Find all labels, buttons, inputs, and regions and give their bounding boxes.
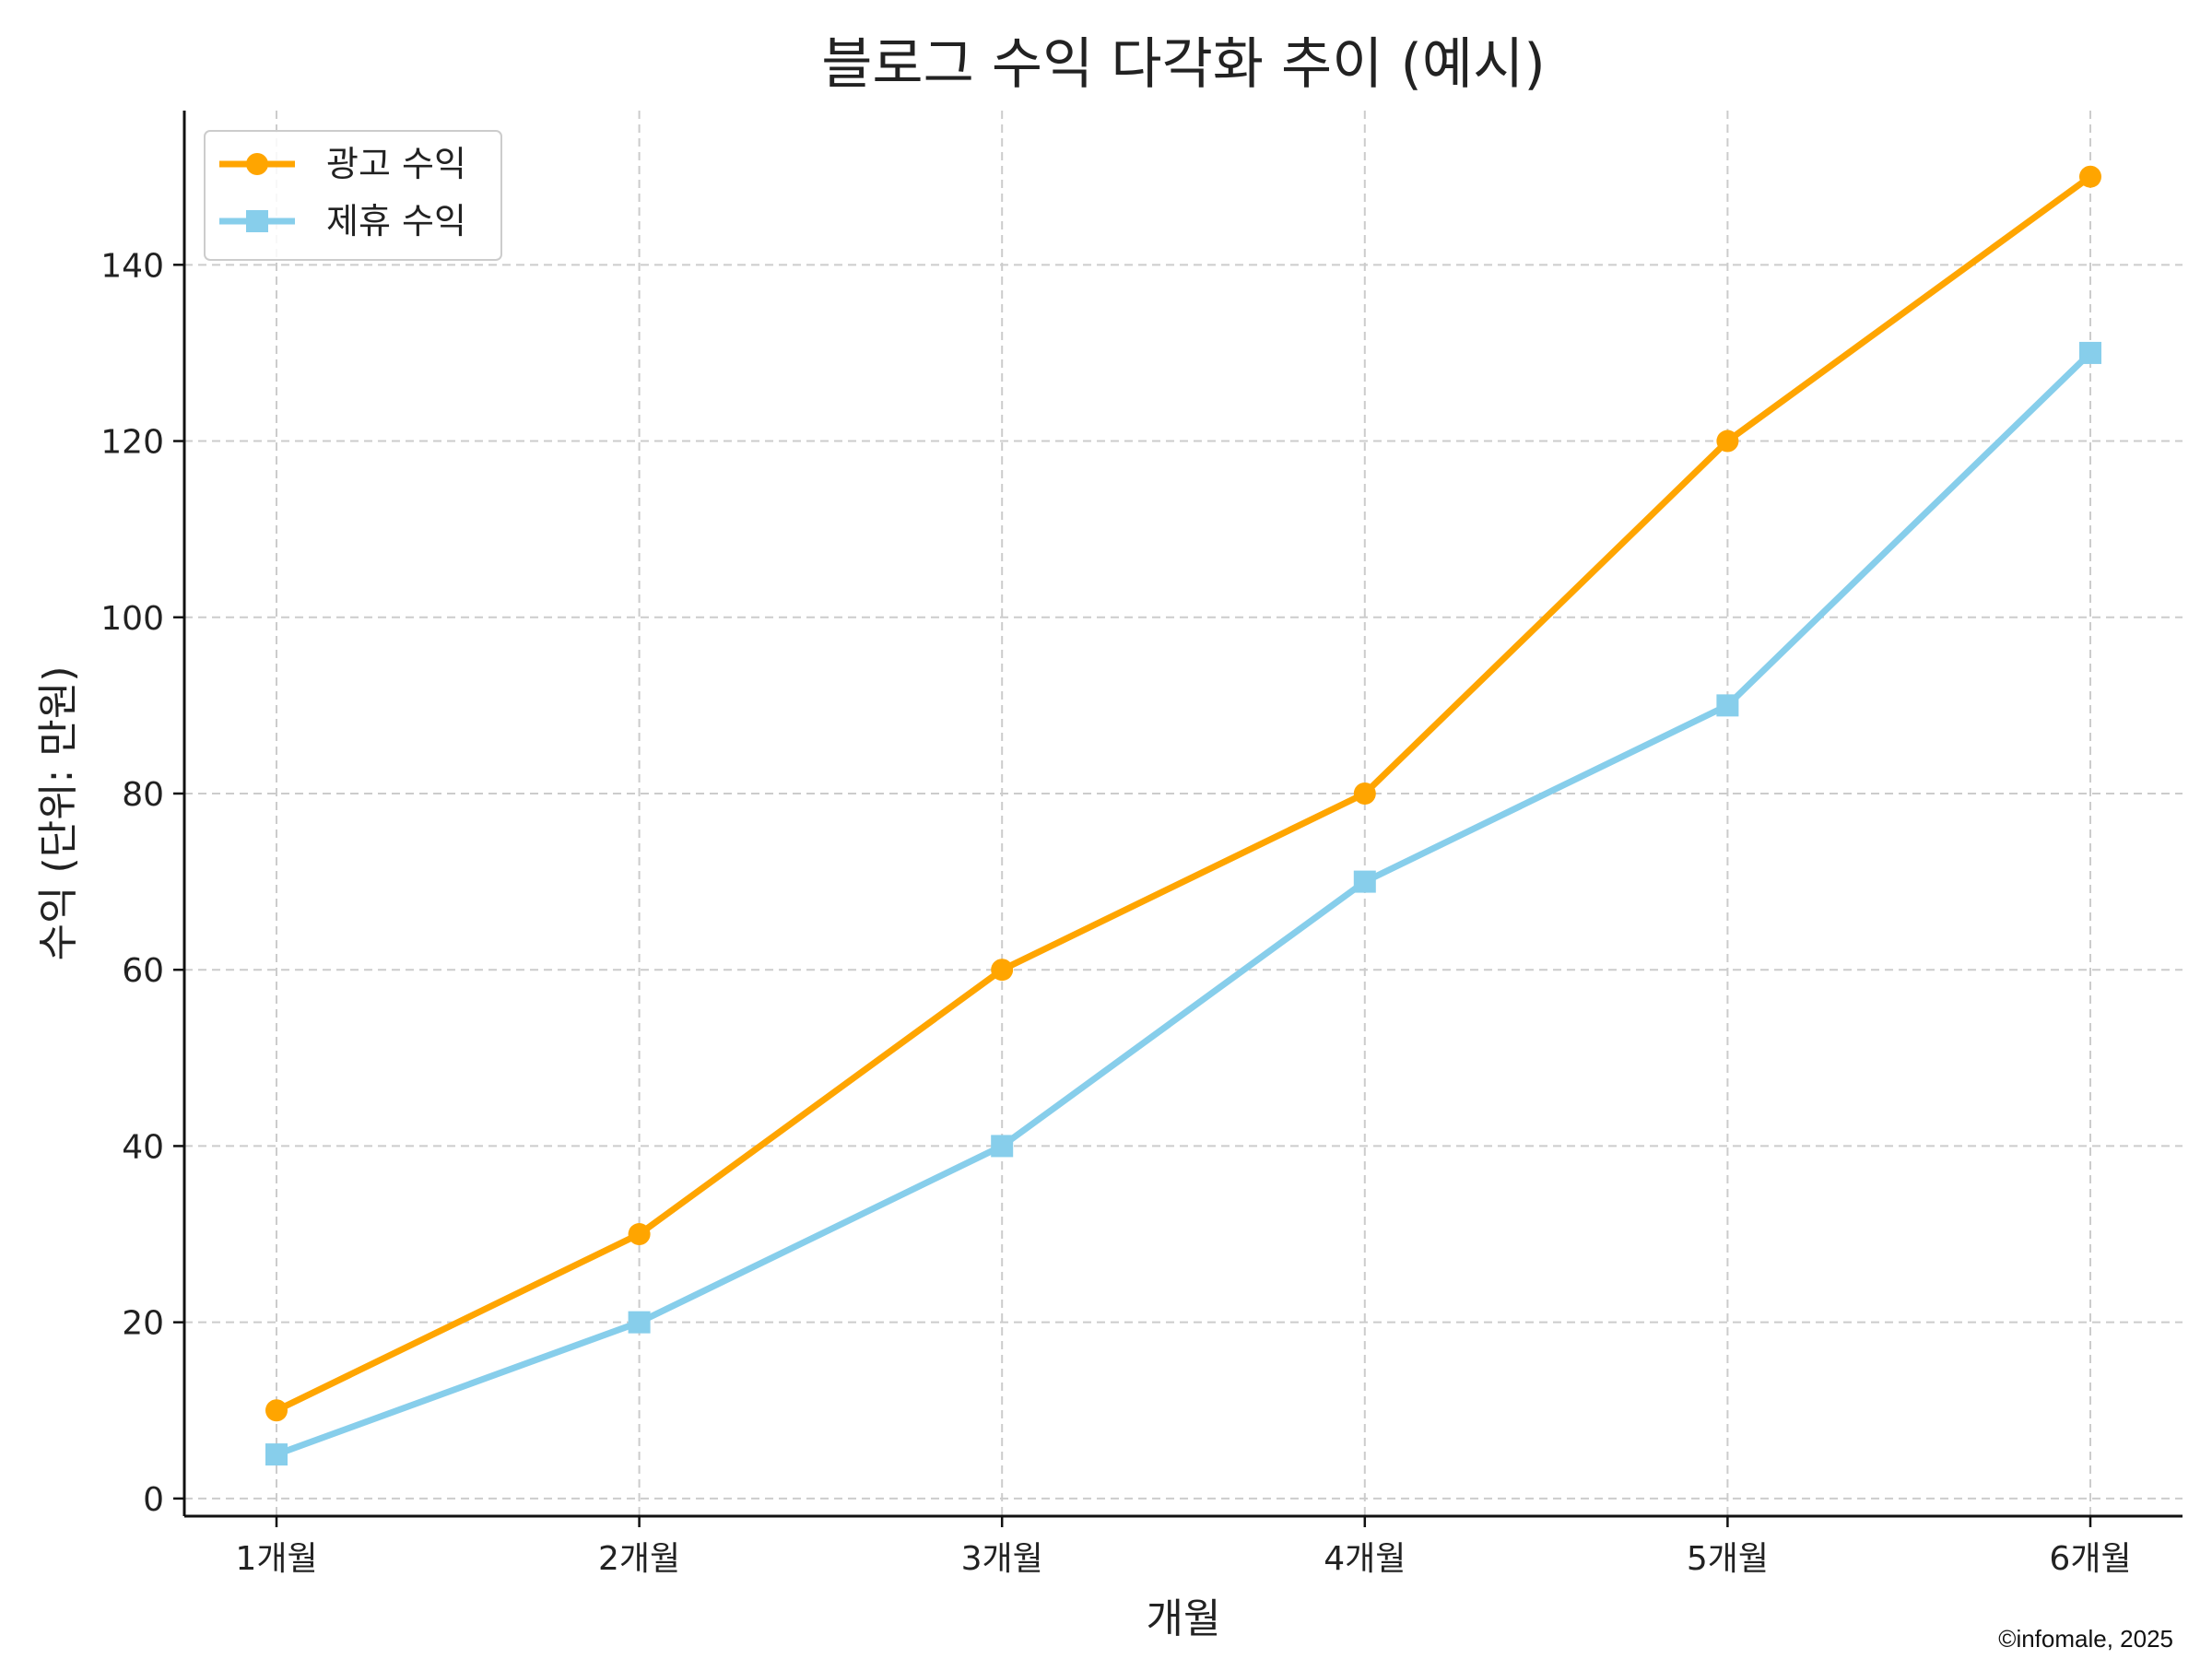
legend-marker (246, 210, 268, 232)
legend-label: 광고 수익 (326, 144, 466, 184)
data-point (1716, 694, 1739, 717)
y-tick-label: 60 (122, 952, 164, 990)
data-point (991, 1135, 1014, 1158)
legend-marker (246, 153, 268, 175)
x-tick-label: 3개월 (961, 1540, 1043, 1578)
y-tick-label: 0 (143, 1481, 164, 1519)
series-line (273, 173, 2094, 1414)
data-point (991, 959, 1014, 982)
series-1 (265, 165, 2101, 1422)
y-tick-label: 120 (100, 424, 164, 462)
axes (182, 111, 2183, 1518)
series (265, 165, 2101, 1466)
data-point (628, 1223, 651, 1246)
y-tick-label: 20 (122, 1305, 164, 1343)
credit-text: ©infomale, 2025 (1998, 1625, 2173, 1653)
chart-title: 블로그 수익 다각화 추이 (예시) (821, 32, 1546, 97)
x-axis-title: 개월 (1147, 1595, 1221, 1642)
data-point (1353, 782, 1376, 805)
y-tick-label: 40 (122, 1128, 164, 1166)
y-tick-label: 140 (100, 247, 164, 285)
data-point (265, 1443, 288, 1466)
x-tick-label: 2개월 (598, 1540, 680, 1578)
legend-entry: 광고 수익 (219, 144, 466, 184)
ticks: 0 20 40 60 80 100 120 140 1개월 2개월 3개월 4개월 5개월 6개월 (100, 247, 2131, 1578)
series-2 (265, 341, 2101, 1466)
data-point (2079, 341, 2101, 364)
y-axis-title: 수익 (단위: 만원) (35, 665, 82, 960)
x-tick-label: 6개월 (2049, 1540, 2131, 1578)
data-point (1716, 429, 1739, 453)
legend-label: 제휴 수익 (326, 201, 466, 241)
y-tick-label: 100 (100, 600, 164, 638)
data-point (628, 1311, 651, 1334)
x-tick-label: 4개월 (1324, 1540, 1406, 1578)
legend-entry: 제휴 수익 (219, 201, 466, 241)
x-tick-label: 5개월 (1687, 1540, 1769, 1578)
series-line (273, 349, 2094, 1458)
grid (184, 111, 2183, 1516)
data-point (1353, 870, 1376, 893)
data-point (2079, 165, 2101, 188)
y-tick-label: 80 (122, 776, 164, 814)
data-point (265, 1399, 288, 1422)
x-tick-label: 1개월 (235, 1540, 317, 1578)
